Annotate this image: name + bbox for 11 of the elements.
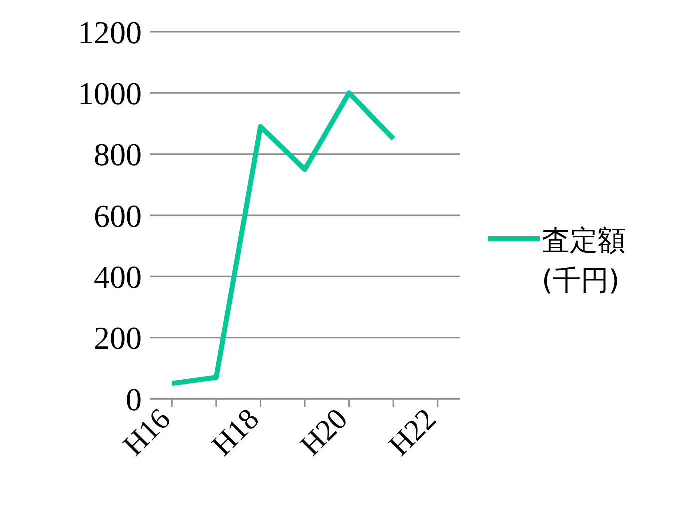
- y-tick-label: 600: [94, 198, 142, 234]
- x-tick-label: H18: [206, 402, 266, 462]
- x-tick-label: H22: [382, 402, 443, 462]
- y-tick-label: 800: [94, 136, 142, 173]
- legend-label: 査定額 (千円): [542, 222, 626, 298]
- y-tick-label: 0: [126, 381, 142, 418]
- x-tick-label: H20: [294, 402, 354, 462]
- y-tick-label: 1200: [78, 14, 142, 50]
- y-tick-label: 200: [94, 320, 142, 356]
- y-tick-label: 400: [94, 259, 142, 296]
- y-tick-label: 1000: [78, 76, 142, 112]
